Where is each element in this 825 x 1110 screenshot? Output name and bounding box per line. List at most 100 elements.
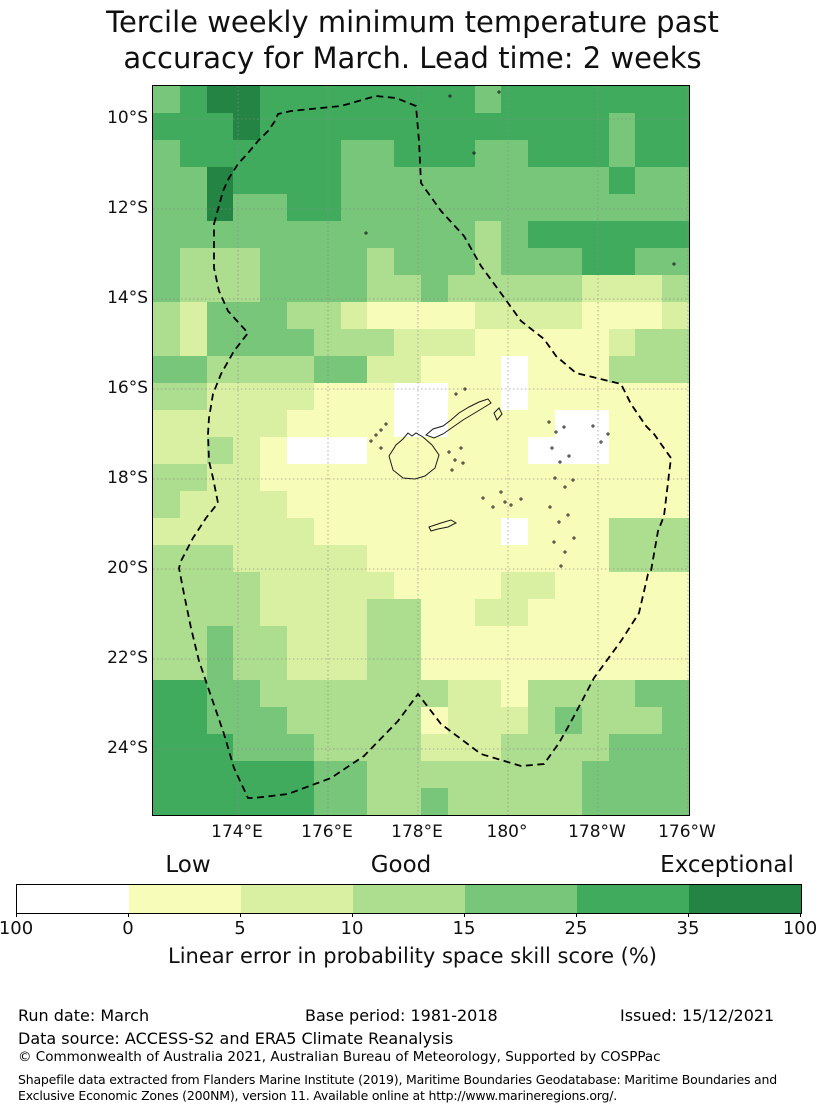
heatmap-cell: [394, 410, 421, 437]
heatmap-cell: [447, 788, 475, 815]
colorbar-tick-mark: [128, 913, 129, 917]
heatmap-cell: [179, 383, 207, 410]
heatmap-cell: [635, 167, 663, 194]
heatmap-cell: [662, 572, 689, 599]
heatmap-cell: [608, 113, 636, 140]
heatmap-cell: [662, 302, 689, 329]
heatmap-cell: [528, 464, 555, 491]
colorbar-segment: [353, 885, 465, 913]
heatmap-cell: [313, 680, 341, 707]
heatmap-cell: [581, 788, 609, 815]
heatmap-cell: [474, 221, 502, 248]
heatmap-cell: [608, 464, 636, 491]
heatmap-cell: [313, 545, 341, 572]
run-date-text: Run date: March: [18, 1006, 150, 1025]
chart-title: Tercile weekly minimum temperature past …: [0, 4, 825, 76]
heatmap-cell: [260, 680, 287, 707]
heatmap-cell: [153, 680, 180, 707]
heatmap-cell: [206, 653, 234, 680]
heatmap-cell: [286, 167, 314, 194]
heatmap-cell: [501, 680, 529, 707]
heatmap-cell: [340, 518, 368, 545]
heatmap-cell: [635, 707, 663, 734]
heatmap-cell: [447, 167, 475, 194]
heatmap-cell: [179, 86, 207, 113]
heatmap-cell: [420, 599, 448, 626]
heatmap-cell: [528, 680, 555, 707]
heatmap-cell: [581, 572, 609, 599]
islet-dot: [567, 454, 571, 458]
heatmap-cell: [260, 761, 287, 788]
heatmap-cell: [608, 518, 636, 545]
heatmap-cell: [635, 545, 663, 572]
heatmap-cell: [367, 761, 395, 788]
heatmap-cell: [394, 518, 421, 545]
heatmap-cell: [394, 302, 421, 329]
heatmap-cell: [474, 545, 502, 572]
heatmap-cell: [447, 275, 475, 302]
heatmap-cell: [394, 329, 421, 356]
heatmap-cell: [340, 545, 368, 572]
heatmap-cell: [501, 572, 529, 599]
heatmap-cell: [662, 626, 689, 653]
heatmap-cell: [635, 221, 663, 248]
heatmap-cell: [206, 788, 234, 815]
colorbar-tick-mark: [576, 913, 577, 917]
heatmap-cell: [313, 383, 341, 410]
heatmap-cell: [153, 113, 180, 140]
heatmap-cell: [394, 194, 421, 221]
heatmap-cell: [528, 248, 555, 275]
heatmap-cell: [286, 194, 314, 221]
heatmap-cell: [554, 761, 582, 788]
heatmap-cell: [367, 572, 395, 599]
islet-dot: [450, 468, 454, 472]
heatmap-cell: [420, 707, 448, 734]
islet-dot: [463, 387, 467, 391]
heatmap-cell: [394, 383, 421, 410]
heatmap-cell: [581, 167, 609, 194]
heatmap-cell: [153, 167, 180, 194]
heatmap-cell: [394, 599, 421, 626]
heatmap-cell: [153, 410, 180, 437]
islet-dot: [364, 231, 368, 235]
heatmap-cell: [528, 383, 555, 410]
heatmap-cell: [340, 599, 368, 626]
heatmap-cell: [635, 113, 663, 140]
lon-tick-label: 176°W: [658, 822, 716, 842]
heatmap-cell: [554, 113, 582, 140]
heatmap-cell: [581, 707, 609, 734]
heatmap-cell: [474, 572, 502, 599]
heatmap-cell: [662, 680, 689, 707]
heatmap-cell: [420, 167, 448, 194]
heatmap-cell: [420, 788, 448, 815]
colorbar-segment: [17, 885, 129, 913]
heatmap-cell: [206, 86, 234, 113]
heatmap-cell: [313, 707, 341, 734]
heatmap-cell: [662, 410, 689, 437]
heatmap-cell: [313, 194, 341, 221]
heatmap-cell: [554, 383, 582, 410]
heatmap-cell: [608, 761, 636, 788]
heatmap-cell: [554, 707, 582, 734]
heatmap-cell: [447, 572, 475, 599]
colorbar-quality-label: Exceptional: [660, 852, 794, 878]
heatmap-cell: [367, 680, 395, 707]
heatmap-cell: [313, 302, 341, 329]
heatmap-cell: [313, 464, 341, 491]
heatmap-cell: [340, 788, 368, 815]
heatmap-cell: [420, 221, 448, 248]
lat-tick-label: 12°S: [107, 198, 148, 218]
lat-tick-label: 16°S: [107, 378, 148, 398]
heatmap-cell: [286, 464, 314, 491]
heatmap-cell: [635, 464, 663, 491]
islet-dot: [453, 458, 457, 462]
heatmap-cell: [340, 329, 368, 356]
heatmap-cell: [581, 140, 609, 167]
heatmap-cell: [260, 194, 287, 221]
map-canvas: [152, 85, 690, 816]
heatmap-cell: [608, 788, 636, 815]
heatmap-cell: [420, 761, 448, 788]
colorbar-tick-label: 25: [564, 918, 588, 939]
islet-dot: [552, 540, 556, 544]
islet-dot: [369, 439, 373, 443]
